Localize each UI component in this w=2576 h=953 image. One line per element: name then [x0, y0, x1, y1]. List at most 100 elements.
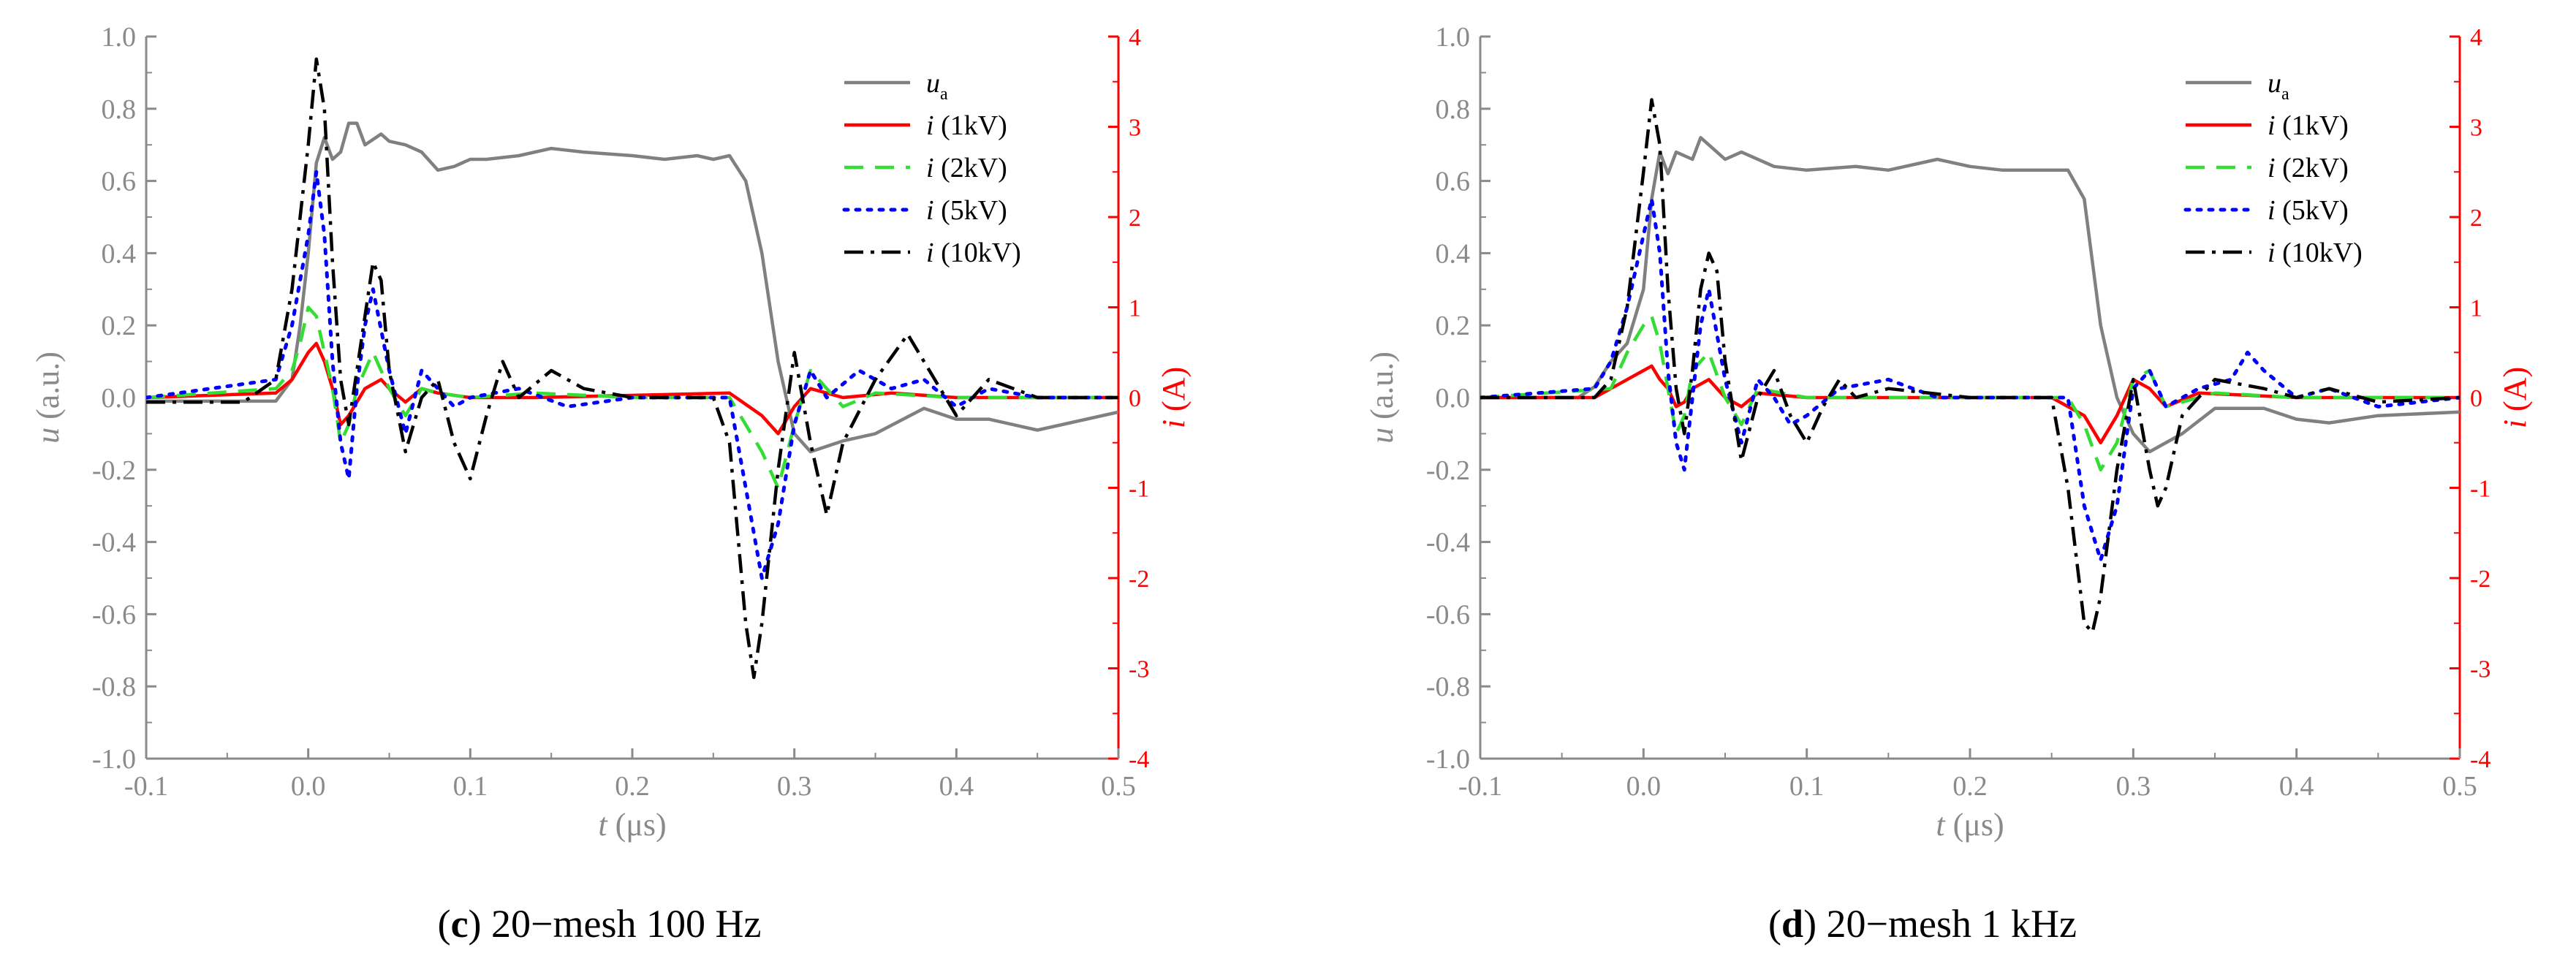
y-left-tick-label: 0.8 — [1436, 94, 1471, 125]
y-left-tick-label: 1.0 — [102, 22, 137, 53]
x-axis-unit: (μs) — [1945, 807, 2004, 843]
x-tick-label: 0.2 — [1952, 771, 1988, 802]
legend-var: i — [926, 238, 934, 268]
x-tick-label: 0.3 — [777, 771, 812, 802]
y-right-axis-title: i (A) — [1156, 367, 1192, 428]
legend-var: i — [2268, 110, 2276, 141]
x-tick-label: 0.2 — [615, 771, 650, 802]
legend-var: i — [926, 195, 934, 226]
y-left-tick-label: -1.0 — [92, 744, 136, 775]
series-line-ua — [146, 121, 1118, 454]
y-left-tick-label: -0.6 — [1426, 599, 1470, 630]
legend-var: i — [926, 110, 934, 141]
y-left-tick-label: -0.4 — [92, 528, 136, 558]
y-right-tick-label: -2 — [1129, 566, 1149, 593]
caption-open: ( — [1768, 902, 1781, 946]
legend-var: i — [926, 153, 934, 183]
y-right-tick-label: -4 — [2470, 746, 2490, 773]
y-left-tick-label: 0.6 — [102, 167, 137, 197]
y-right-axis-title: i (A) — [2497, 367, 2533, 428]
x-tick-label: 0.3 — [2116, 771, 2151, 802]
x-axis-unit: (μs) — [607, 807, 667, 843]
y-left-tick-label: 0.2 — [102, 311, 137, 341]
panel-caption: (d) 20−mesh 1 kHz — [1768, 902, 2077, 946]
legend-series-text: (1kV) — [2276, 110, 2349, 141]
caption-letter: c — [451, 902, 469, 946]
legend-var: i — [2268, 195, 2276, 226]
legend-series-text: (5kV) — [2276, 195, 2349, 226]
legend-label: i (2kV) — [2268, 153, 2349, 183]
x-axis-var: t — [1936, 807, 1946, 843]
caption-text: 20−mesh 1 kHz — [1817, 902, 2077, 946]
x-tick-label: 0.1 — [453, 771, 488, 802]
y-right-tick-label: -1 — [2470, 476, 2490, 503]
y-left-tick-label: -0.4 — [1426, 528, 1470, 558]
legend-label: i (5kV) — [926, 195, 1007, 226]
plot-area — [1480, 98, 2460, 634]
legend-var: u — [926, 68, 940, 99]
y-left-axis-var: u — [30, 428, 66, 444]
x-tick-label: 0.5 — [2442, 771, 2477, 802]
legend-series-text: (10kV) — [934, 238, 1021, 268]
x-axis-title: t (μs) — [598, 807, 666, 843]
caption-close: ) — [1803, 902, 1817, 946]
legend-label: i (2kV) — [926, 153, 1007, 183]
y-right-tick-label: 1 — [2470, 295, 2482, 322]
series-line-2kv — [146, 305, 1118, 490]
y-left-tick-label: 0.0 — [1436, 383, 1471, 414]
y-right-tick-label: 1 — [1129, 295, 1141, 322]
legend: uai (1kV)i (2kV)i (5kV)i (10kV) — [2183, 68, 2363, 268]
y-left-tick-label: 0.0 — [102, 383, 137, 414]
y-right-tick-label: -4 — [1129, 746, 1149, 773]
legend-series-text: (2kV) — [2276, 153, 2349, 183]
y-right-tick-label: 0 — [2470, 385, 2482, 412]
y-right-tick-label: 2 — [1129, 205, 1141, 232]
y-right-tick-label: 2 — [2470, 205, 2482, 232]
y-left-axis-unit: (a.u.) — [30, 352, 66, 428]
x-tick-label: 0.4 — [2279, 771, 2314, 802]
x-tick-label: 0.4 — [939, 771, 974, 802]
y-left-tick-label: 0.6 — [1436, 167, 1471, 197]
y-right-axis-var: i — [2497, 419, 2533, 428]
chart-panel-c: -1.0 -0.8 -0.6 -0.4 -0.2 0.0 0.2 0.4 0.6 0.8 1.0 -4… — [30, 22, 1192, 946]
y-right-axis-var: i — [1156, 419, 1192, 428]
y-left-axis-title: u (a.u.) — [30, 352, 66, 444]
legend-label: ua — [2268, 68, 2289, 104]
series-line-5kv — [146, 170, 1118, 580]
plot-area — [146, 57, 1118, 680]
y-left-tick-label: 0.2 — [1436, 311, 1471, 341]
x-axis-var: t — [598, 807, 608, 843]
y-left-tick-label: 1.0 — [1436, 22, 1471, 53]
chart-panel-d: -1.0 -0.8 -0.6 -0.4 -0.2 0.0 0.2 0.4 0.6 0.8 1.0 -4… — [1364, 22, 2533, 946]
x-tick-label: -0.1 — [1458, 771, 1502, 802]
y-left-axis-var: u — [1364, 428, 1400, 444]
y-right-tick-label: -2 — [2470, 566, 2490, 593]
y-left-tick-label: 0.4 — [102, 238, 137, 269]
x-tick-label: -0.1 — [124, 771, 168, 802]
legend-label: i (10kV) — [926, 238, 1021, 268]
y-right-tick-label: 0 — [1129, 385, 1141, 412]
y-left-axis-unit: (a.u.) — [1364, 352, 1400, 428]
y-right-tick-label: 3 — [1129, 115, 1141, 142]
caption-letter: d — [1781, 902, 1803, 946]
y-right-tick-label: -3 — [1129, 656, 1149, 683]
y-left-tick-label: -0.8 — [1426, 672, 1470, 702]
y-right-tick-label: 4 — [1129, 24, 1141, 51]
y-right-axis-unit: (A) — [2497, 367, 2533, 419]
series-line-10kv — [1480, 98, 2460, 634]
x-tick-label: 0.0 — [1626, 771, 1662, 802]
y-left-tick-label: -0.2 — [1426, 455, 1470, 486]
legend-series-text: (5kV) — [934, 195, 1007, 226]
y-right-axis-unit: (A) — [1156, 367, 1192, 419]
legend-label: ua — [926, 68, 948, 104]
y-right-tick-label: 4 — [2470, 24, 2482, 51]
legend-sub: a — [2281, 85, 2289, 104]
legend-series-text: (1kV) — [934, 110, 1007, 141]
y-right-tick-label: -3 — [2470, 656, 2490, 683]
legend-label: i (1kV) — [926, 110, 1007, 141]
legend-sub: a — [940, 85, 948, 104]
y-left-tick-label: -0.6 — [92, 599, 136, 630]
legend-var: u — [2268, 68, 2281, 99]
y-left-axis-title: u (a.u.) — [1364, 352, 1400, 444]
